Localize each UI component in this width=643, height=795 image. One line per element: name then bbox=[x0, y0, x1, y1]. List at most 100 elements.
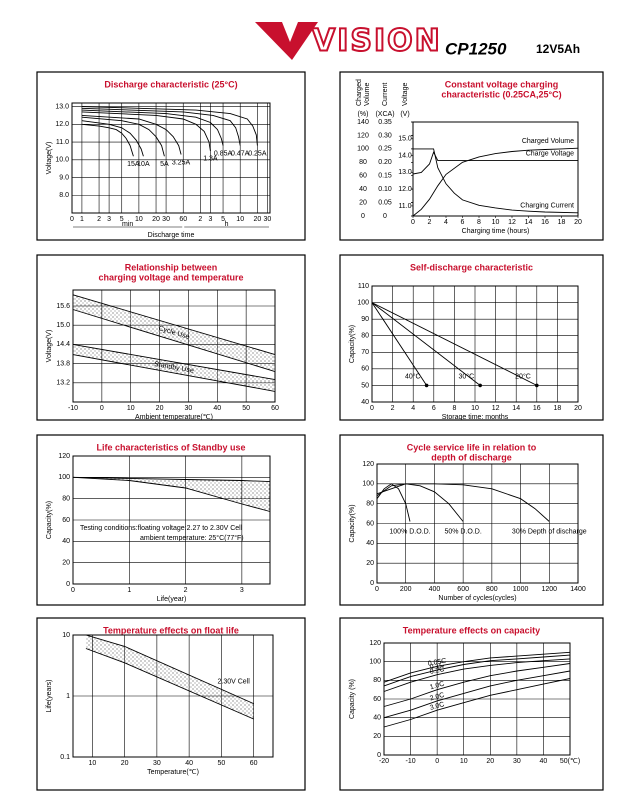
curve bbox=[376, 483, 550, 522]
plot-frame bbox=[72, 455, 271, 585]
y-tick-label: 0.10 bbox=[378, 186, 392, 193]
curve bbox=[383, 678, 571, 728]
curve bbox=[383, 658, 571, 692]
y-tick-label: 0.15 bbox=[378, 173, 392, 180]
x-tick-label: 200 bbox=[400, 586, 412, 593]
plot-frame bbox=[371, 285, 579, 403]
y-tick-label: 20 bbox=[62, 560, 70, 567]
curve bbox=[72, 476, 271, 483]
y-tick-label: 60 bbox=[373, 696, 381, 703]
y-tick-label: 100 bbox=[58, 474, 70, 481]
series-label: 0.85A bbox=[214, 150, 233, 157]
x-tick-label: 30 bbox=[185, 405, 193, 412]
x-tick-label: 20 bbox=[574, 219, 582, 226]
curve bbox=[85, 634, 254, 705]
x-tick-label: 50 bbox=[217, 760, 225, 767]
plot-frame bbox=[376, 463, 579, 584]
logo-mark bbox=[255, 22, 318, 60]
y-tick-label: 40 bbox=[359, 186, 367, 193]
x-tick-label: 4 bbox=[444, 219, 448, 226]
curve bbox=[81, 109, 224, 146]
curve bbox=[81, 120, 144, 157]
x-tick-label: 1200 bbox=[541, 586, 557, 593]
x-tick-label: 10 bbox=[492, 219, 500, 226]
x-tick-label: 800 bbox=[486, 586, 498, 593]
x-tick-label: 20 bbox=[486, 758, 494, 765]
curve bbox=[383, 663, 571, 707]
x-tick-label: 2 bbox=[391, 405, 395, 412]
y-tick-label: 15.0 bbox=[398, 136, 412, 143]
series-label: Charged Volume bbox=[522, 138, 574, 145]
x-tick-label: 20 bbox=[253, 216, 261, 223]
x-axis-label: Discharge time bbox=[148, 232, 195, 239]
y-axis-label: Voltage(V) bbox=[46, 142, 53, 175]
y-tick-label: 100 bbox=[369, 659, 381, 666]
y-tick-label: 60 bbox=[359, 173, 367, 180]
y-tick-label: 13.0 bbox=[398, 169, 412, 176]
y-tick-label: 0.20 bbox=[378, 159, 392, 166]
x-tick-label: -20 bbox=[379, 758, 389, 765]
x-tick-label: 3 bbox=[208, 216, 212, 223]
x-tick-label: 0 bbox=[411, 219, 415, 226]
y-tick-label: 40 bbox=[373, 715, 381, 722]
y-tick-label: 13.0 bbox=[55, 103, 69, 110]
x-axis-label: Number of cycles(cycles) bbox=[438, 595, 516, 602]
y-tick-label: 14.0 bbox=[398, 152, 412, 159]
x-tick-label: 16 bbox=[541, 219, 549, 226]
x-tick-label: 14 bbox=[525, 219, 533, 226]
curve bbox=[412, 151, 578, 175]
brand: VISION bbox=[312, 24, 442, 59]
chart-title: Temperature effects on capacity bbox=[403, 625, 540, 635]
chart-frame bbox=[36, 617, 306, 791]
y-tick-label: 0 bbox=[377, 752, 381, 759]
plot-frame bbox=[72, 634, 274, 758]
y-tick-label: 60 bbox=[62, 517, 70, 524]
curve bbox=[81, 107, 241, 146]
x-tick-label: 1400 bbox=[570, 586, 586, 593]
y-tick-label: 100 bbox=[357, 146, 369, 153]
chart-title: Cycle service life in relation to bbox=[407, 442, 537, 452]
chart-title: Relationship between bbox=[125, 262, 218, 272]
y-tick-label: 0.1 bbox=[60, 754, 70, 761]
x-tick-label: 1 bbox=[127, 587, 131, 594]
x-tick-label: 50(℃) bbox=[560, 758, 580, 765]
y-axis-label: Voltage bbox=[402, 83, 409, 106]
y-tick-label: 0 bbox=[66, 581, 70, 588]
end-point bbox=[478, 383, 482, 388]
band-fill bbox=[73, 344, 275, 392]
x-tick-label: 6 bbox=[432, 405, 436, 412]
x-tick-label: 3 bbox=[107, 216, 111, 223]
x-tick-label: 20 bbox=[121, 760, 129, 767]
x-tick-label: 0 bbox=[70, 216, 74, 223]
x-tick-label: 50 bbox=[242, 405, 250, 412]
x-tick-label: 40 bbox=[540, 758, 548, 765]
chart-frame bbox=[36, 71, 306, 241]
model: CP1250 bbox=[445, 39, 507, 58]
band-fill bbox=[85, 635, 254, 719]
x-tick-label: 20 bbox=[574, 405, 582, 412]
x-tick-label: 400 bbox=[429, 586, 441, 593]
curve bbox=[413, 148, 579, 214]
curve bbox=[383, 654, 571, 687]
x-tick-label: 40 bbox=[213, 405, 221, 412]
y-tick-label: 140 bbox=[357, 119, 369, 126]
y-tick-label: 80 bbox=[359, 159, 367, 166]
x-tick-label: 30 bbox=[263, 216, 271, 223]
series-label: 2.30V Cell bbox=[217, 678, 250, 685]
y-axis-label: Life(years) bbox=[46, 679, 53, 712]
x-tick-label: 10 bbox=[135, 216, 143, 223]
y-tick-label: 100 bbox=[357, 299, 369, 306]
series-label: 2.0C bbox=[429, 692, 445, 703]
x-tick-label: 18 bbox=[554, 405, 562, 412]
y-tick-label: 60 bbox=[366, 520, 374, 527]
series-label: 3.25A bbox=[172, 159, 191, 166]
x-tick-label: 18 bbox=[558, 219, 566, 226]
band-lower bbox=[85, 648, 254, 720]
x-unit-label: h bbox=[225, 221, 229, 228]
curve bbox=[81, 111, 211, 151]
curve bbox=[371, 302, 427, 386]
y-axis-label: Capacity(%) bbox=[349, 504, 356, 542]
chart-title: Temperature effects on float life bbox=[103, 625, 239, 635]
curve bbox=[72, 294, 276, 356]
curve bbox=[371, 302, 538, 386]
